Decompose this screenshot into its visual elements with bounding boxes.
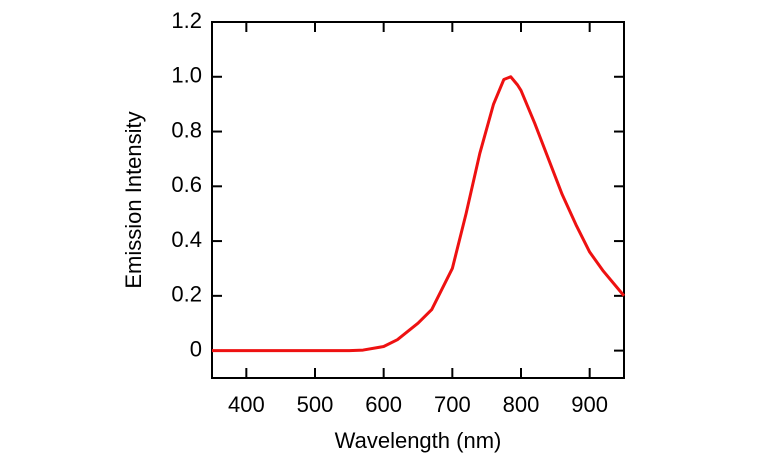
y-axis-label: Emission Intensity (121, 111, 146, 288)
data-line (212, 75, 626, 353)
x-axis-label: Wavelength (nm) (335, 428, 502, 453)
y-tick-label: 0.2 (171, 282, 202, 307)
plot-frame (211, 21, 625, 379)
x-tick-label: 700 (434, 392, 471, 417)
x-tick-label: 500 (297, 392, 334, 417)
y-tick-label: 1.0 (171, 63, 202, 88)
x-tick-label: 900 (571, 392, 608, 417)
y-tick-label: 0.8 (171, 117, 202, 142)
x-tick-label: 400 (228, 392, 265, 417)
y-tick-label: 1.2 (171, 8, 202, 33)
x-tick-label: 800 (503, 392, 540, 417)
x-tick-label: 600 (365, 392, 402, 417)
y-tick-label: 0.4 (171, 227, 202, 252)
y-tick-label: 0.6 (171, 172, 202, 197)
y-tick-label: 0 (190, 336, 202, 361)
